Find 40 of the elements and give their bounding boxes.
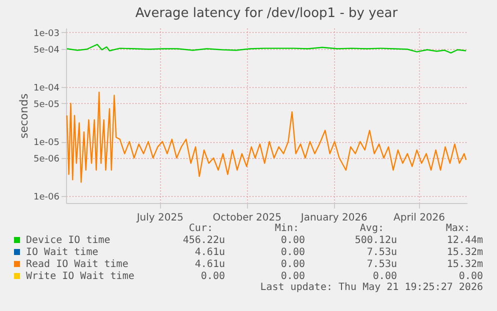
text: Max: [446,223,470,234]
text: Avg: [360,223,384,234]
text: 12.44m [446,235,483,246]
y-tick-label: 1e-06 [34,192,60,203]
y-axis-title: seconds [18,93,31,138]
legend-label: IO Wait time [26,247,98,258]
text: 7.53u [366,259,397,270]
x-tick-label: January 2026 [300,212,368,224]
text: Cur: [188,223,213,234]
legend-label: Write IO Wait time [26,271,134,282]
legend-label: Device IO time [26,235,110,246]
y-tick-label: 5e-04 [34,45,60,56]
y-tick-label: 1e-04 [34,83,60,94]
text: 15.32m [446,259,483,270]
y-tick-label: 1e-03 [34,28,60,39]
line-series [66,44,467,54]
text: 0.00 [280,247,305,258]
x-tick-label: October 2025 [212,212,282,224]
text: 7.53u [366,247,397,258]
y-tick-label: 5e-05 [34,100,60,110]
text: 0.00 [458,271,483,282]
x-tick-label: July 2025 [136,212,184,224]
text: 4.61u [194,259,225,270]
line-series [66,92,467,183]
text: 4.61u [194,247,225,258]
y-tick-label: 1e-05 [34,138,60,148]
text: 15.32m [446,247,483,258]
chart-title: Average latency for /dev/loop1 - by year [135,6,398,21]
text: 0.00 [200,271,225,282]
text: 456.22u [182,235,225,246]
text: 500.12u [354,235,397,246]
text: 0.00 [280,235,305,246]
text: Last update: Thu May 21 19:25:27 2026 [260,282,483,293]
text: 0.00 [280,271,305,282]
text: Min: [274,223,299,234]
x-tick-label: April 2026 [394,212,446,224]
text: 0.00 [372,271,397,282]
y-tick-label: 5e-06 [34,154,60,164]
legend-label: Read IO Wait time [26,259,128,270]
text: 0.00 [280,259,305,270]
